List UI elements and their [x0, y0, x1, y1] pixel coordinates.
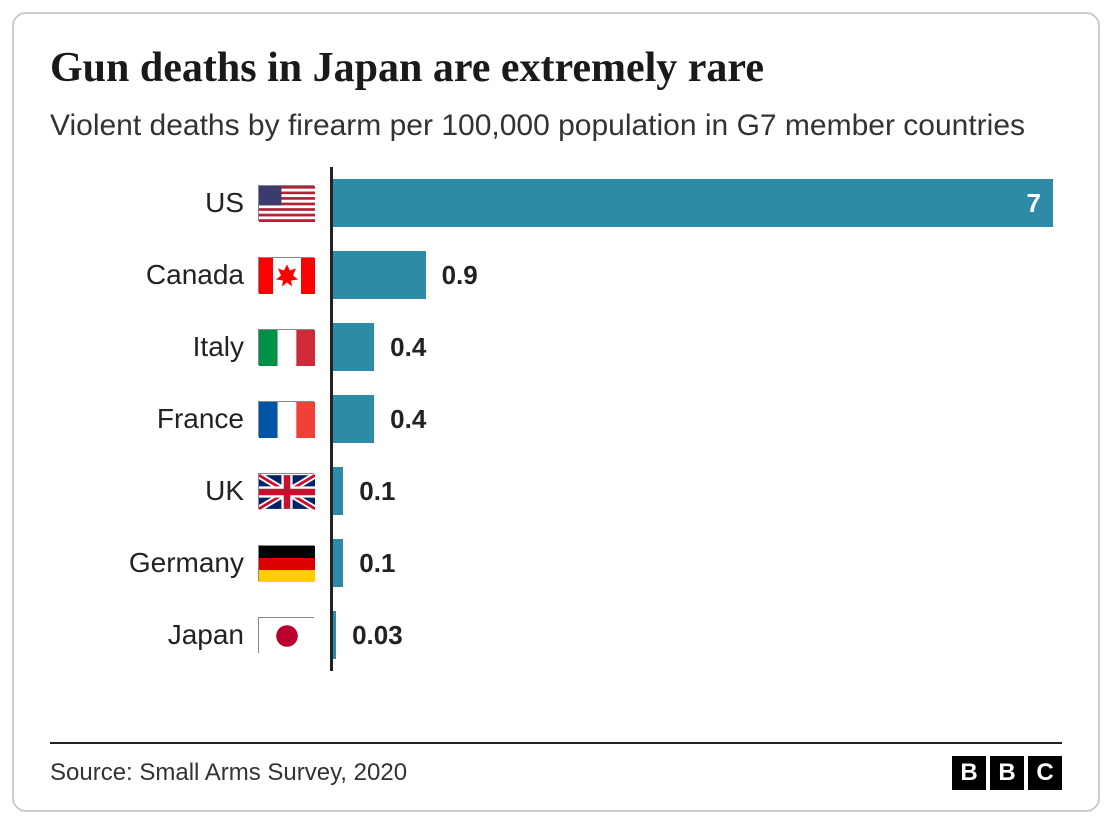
- fr-flag-icon: [258, 401, 314, 437]
- bar-value: 7: [1027, 188, 1041, 219]
- country-label: France: [157, 403, 244, 435]
- label-column: Germany: [50, 545, 330, 581]
- chart-row: Canada 0.9: [50, 239, 1062, 311]
- bar: [333, 467, 343, 515]
- bar-value: 0.4: [390, 332, 426, 363]
- chart-row: Germany 0.1: [50, 527, 1062, 599]
- label-column: Canada: [50, 257, 330, 293]
- chart-title: Gun deaths in Japan are extremely rare: [50, 44, 1062, 92]
- bar: [333, 395, 374, 443]
- bar-column: 0.1: [330, 527, 1062, 599]
- bar: 7: [333, 179, 1053, 227]
- jp-flag-icon: [258, 617, 314, 653]
- bar-value: 0.1: [359, 476, 395, 507]
- bar-value: 0.4: [390, 404, 426, 435]
- bar-column: 7: [330, 167, 1062, 239]
- bar: [333, 251, 426, 299]
- bbc-logo-box: B: [990, 756, 1024, 790]
- label-column: Italy: [50, 329, 330, 365]
- country-label: US: [205, 187, 244, 219]
- label-column: UK: [50, 473, 330, 509]
- country-label: Germany: [129, 547, 244, 579]
- chart-footer: Source: Small Arms Survey, 2020 BBC: [50, 742, 1062, 790]
- chart-frame: Gun deaths in Japan are extremely rare V…: [12, 12, 1100, 812]
- chart-row: France 0.4: [50, 383, 1062, 455]
- bar-chart: US7Canada 0.9Italy0.4France0.4UK 0.1Germ…: [50, 167, 1062, 728]
- bbc-logo-box: B: [952, 756, 986, 790]
- country-label: Canada: [146, 259, 244, 291]
- bbc-logo-box: C: [1028, 756, 1062, 790]
- source-text: Source: Small Arms Survey, 2020: [50, 759, 407, 787]
- country-label: UK: [205, 475, 244, 507]
- it-flag-icon: [258, 329, 314, 365]
- chart-row: Italy 0.4: [50, 311, 1062, 383]
- bar-column: 0.1: [330, 455, 1062, 527]
- bar: [333, 323, 374, 371]
- bar-column: 0.4: [330, 311, 1062, 383]
- bar: [333, 611, 336, 659]
- label-column: Japan: [50, 617, 330, 653]
- bbc-logo: BBC: [952, 756, 1062, 790]
- country-label: Japan: [168, 619, 244, 651]
- bar-value: 0.9: [442, 260, 478, 291]
- de-flag-icon: [258, 545, 314, 581]
- label-column: US: [50, 185, 330, 221]
- chart-row: US 7: [50, 167, 1062, 239]
- country-label: Italy: [193, 331, 244, 363]
- label-column: France: [50, 401, 330, 437]
- bar-column: 0.4: [330, 383, 1062, 455]
- chart-row: Japan 0.03: [50, 599, 1062, 671]
- bar: [333, 539, 343, 587]
- bar-column: 0.9: [330, 239, 1062, 311]
- uk-flag-icon: [258, 473, 314, 509]
- chart-row: UK 0.1: [50, 455, 1062, 527]
- ca-flag-icon: [258, 257, 314, 293]
- bar-value: 0.1: [359, 548, 395, 579]
- us-flag-icon: [258, 185, 314, 221]
- bar-value: 0.03: [352, 620, 403, 651]
- bar-column: 0.03: [330, 599, 1062, 671]
- chart-subtitle: Violent deaths by firearm per 100,000 po…: [50, 106, 1062, 145]
